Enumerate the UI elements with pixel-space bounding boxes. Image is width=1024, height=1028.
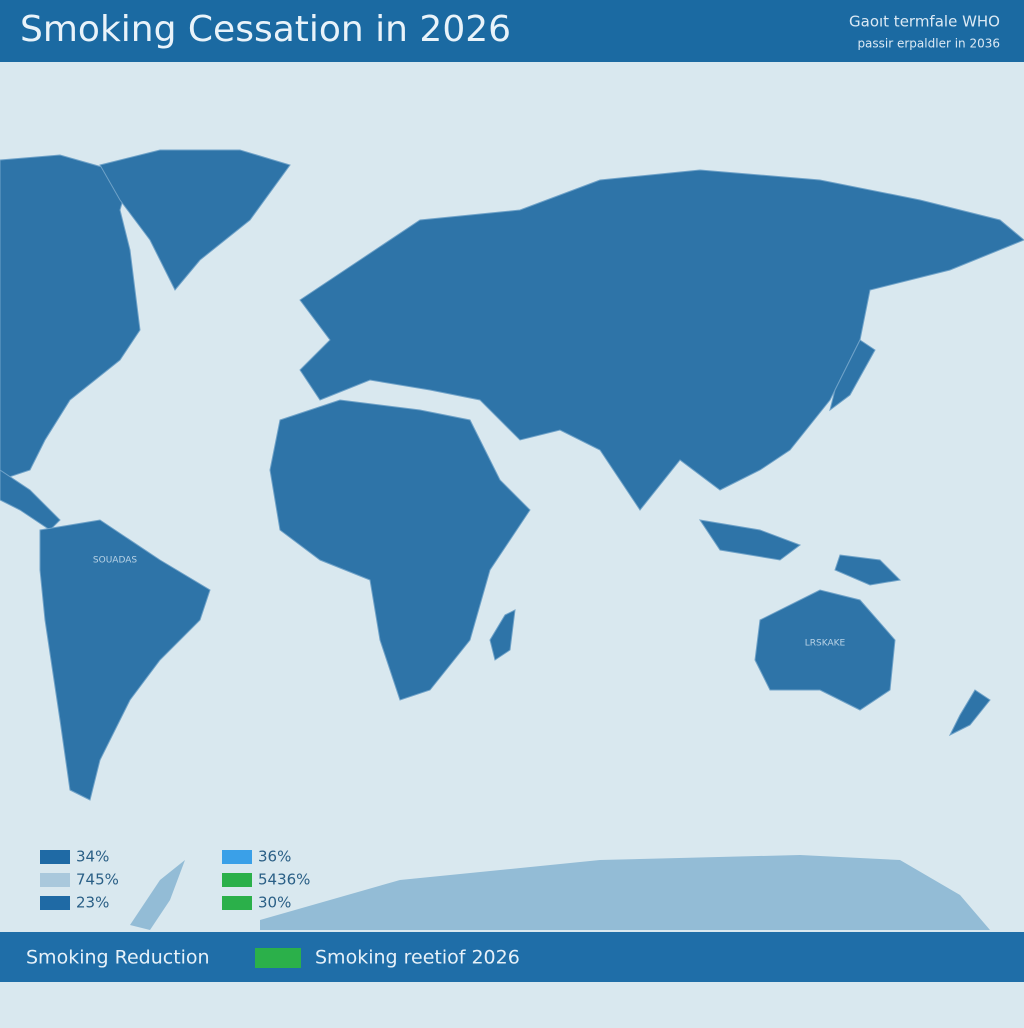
map-label: SOUADAS bbox=[93, 556, 137, 566]
antarctica bbox=[260, 855, 990, 930]
legend-swatch bbox=[222, 850, 252, 864]
africa bbox=[269, 399, 531, 701]
footer-right: Smoking reetiof 2026 bbox=[315, 947, 520, 969]
australia bbox=[754, 589, 896, 711]
south-america bbox=[39, 519, 211, 801]
southeast-asia bbox=[698, 519, 802, 561]
madagascar bbox=[489, 609, 516, 661]
legend-swatch bbox=[40, 896, 70, 910]
japan bbox=[829, 339, 876, 412]
legend-label: 5436% bbox=[258, 871, 310, 889]
legend-swatch bbox=[222, 873, 252, 887]
footer-left: Smoking Reduction bbox=[26, 947, 210, 969]
legend-swatch bbox=[40, 873, 70, 887]
title: Smoking Cessation in 2026 bbox=[20, 9, 511, 50]
footer-bar bbox=[0, 932, 1024, 982]
legend: 34% 745% 23% 36% 5436% 30% bbox=[40, 848, 310, 912]
legend-label: 34% bbox=[76, 848, 109, 866]
subtitle: passir erpaldler in 2036 bbox=[857, 37, 1000, 51]
legend-label: 30% bbox=[258, 894, 291, 912]
legend-label: 36% bbox=[258, 848, 291, 866]
header-bar bbox=[0, 0, 1024, 62]
new-zealand bbox=[948, 689, 991, 737]
legend-swatch bbox=[40, 850, 70, 864]
legend-label: 745% bbox=[76, 871, 119, 889]
source: Gaoıt termfale WHO bbox=[849, 13, 1000, 31]
world-map: SOUADAS LRSKAKE bbox=[0, 149, 1024, 930]
antarctic-peninsula bbox=[130, 860, 185, 930]
greenland bbox=[99, 149, 291, 291]
legend-label: 23% bbox=[76, 894, 109, 912]
footer-swatch bbox=[255, 948, 301, 968]
legend-swatch bbox=[222, 896, 252, 910]
map-label: LRSKAKE bbox=[805, 639, 846, 649]
eurasia bbox=[299, 169, 1024, 511]
new-guinea bbox=[834, 554, 902, 586]
